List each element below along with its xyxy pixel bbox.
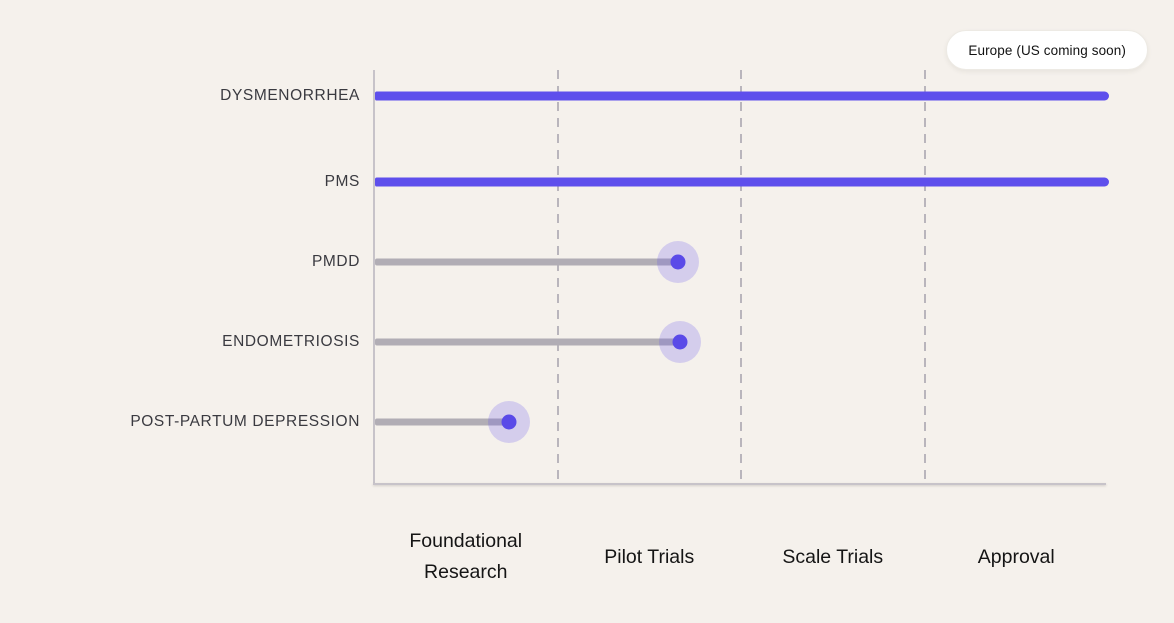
milestone-dot-post-partum-depression [501,414,517,430]
progress-bar-endometriosis [375,338,680,346]
milestone-dot-pmdd [670,254,686,270]
row-label-endometriosis: ENDOMETRIOSIS [222,333,360,350]
milestone-dot-endometriosis [672,334,688,350]
progress-bar-pms [375,177,1109,187]
phase-label-foundational-research: Foundational Research [409,530,523,583]
phase-label-pilot-trials: Pilot Trials [604,545,695,568]
phase-gridline [556,70,559,484]
region-badge[interactable]: Europe (US coming soon) [946,30,1148,70]
phase-label-approval: Approval [977,545,1055,568]
progress-bar-pmdd [375,258,678,266]
x-axis-line [373,483,1106,485]
y-axis-line [373,70,375,484]
region-badge-label: Europe (US coming soon) [968,42,1126,58]
phase-gridline [923,70,926,484]
row-label-dysmenorrhea: DYSMENORRHEA [220,87,360,104]
row-label-post-partum-depression: POST-PARTUM DEPRESSION [130,413,360,430]
row-label-pmdd: PMDD [311,253,360,270]
progress-bar-dysmenorrhea [375,91,1109,101]
phase-gridline [740,70,742,484]
row-label-pms: PMS [324,173,360,190]
progress-bar-post-partum-depression [375,418,509,426]
phase-label-scale-trials: Scale Trials [782,545,884,568]
